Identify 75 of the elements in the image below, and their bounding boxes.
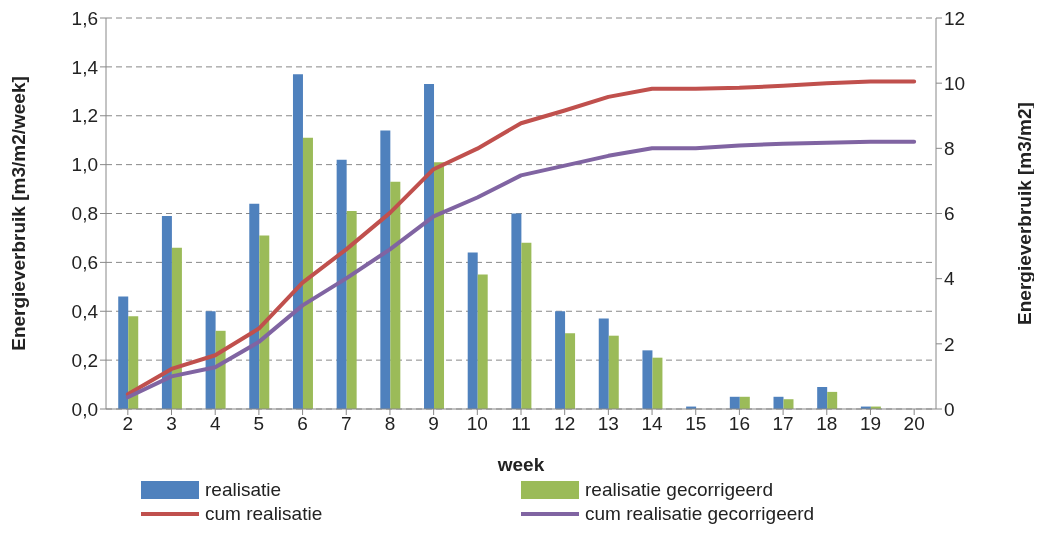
x-tick-label: 4 — [209, 413, 221, 435]
line-series — [125, 139, 917, 400]
y2-tick-label: 4 — [944, 268, 955, 290]
y-tick-label: 0,0 — [71, 398, 98, 420]
y2-tick-label: 8 — [944, 138, 955, 160]
line-series — [125, 79, 917, 397]
bar — [652, 357, 663, 409]
bar — [598, 318, 609, 409]
x-tick-label: 9 — [428, 413, 439, 435]
y2-tick-label: 12 — [944, 7, 966, 29]
bar — [336, 159, 347, 409]
x-tick-label: 3 — [166, 413, 177, 435]
bar — [642, 350, 653, 409]
y2-tick-label: 0 — [944, 398, 955, 420]
x-tick-label: 11 — [511, 413, 531, 435]
bar — [608, 335, 619, 409]
bar — [511, 213, 522, 409]
bar — [118, 296, 129, 409]
x-tick-label: 19 — [859, 413, 882, 435]
bar — [565, 333, 576, 409]
y-tick-label: 0,8 — [71, 203, 98, 225]
x-tick-label: 14 — [641, 413, 664, 435]
bar — [827, 391, 838, 409]
x-tick-label: 6 — [297, 413, 308, 435]
bar — [729, 396, 740, 409]
bar — [555, 311, 566, 409]
y-tick-label: 1,4 — [71, 56, 99, 78]
y2-tick-label: 6 — [944, 203, 955, 225]
x-tick-label: 5 — [253, 413, 265, 435]
legend-label: realisatie — [205, 479, 282, 501]
bar — [477, 274, 488, 409]
bar — [739, 396, 750, 409]
bar — [467, 252, 478, 409]
bar — [161, 215, 172, 409]
bar — [817, 387, 828, 409]
bar — [259, 235, 270, 409]
y-tick-label: 0,6 — [71, 252, 98, 274]
bar — [773, 396, 784, 409]
x-tick-label: 7 — [340, 413, 352, 435]
x-tick-label: 20 — [903, 413, 925, 435]
bar — [424, 83, 435, 409]
bar — [346, 211, 357, 409]
legend-label: realisatie gecorrigeerd — [585, 479, 773, 501]
x-axis-title: week — [496, 454, 545, 475]
y-tick-label: 0,2 — [71, 349, 98, 371]
y2-axis-title: Energieverbruik [m3/m2] — [1013, 102, 1035, 325]
bar — [292, 74, 303, 409]
y2-tick-label: 10 — [944, 72, 966, 94]
x-tick-label: 16 — [728, 413, 750, 435]
x-tick-label: 18 — [816, 413, 838, 435]
bar — [783, 399, 794, 409]
bar — [249, 203, 260, 409]
y-tick-label: 0,4 — [71, 300, 99, 322]
bar — [521, 242, 532, 409]
bar — [205, 311, 216, 409]
y-tick-label: 1,0 — [71, 154, 98, 176]
bar — [171, 247, 182, 409]
bar — [390, 181, 401, 409]
bar — [302, 137, 313, 409]
x-tick-label: 10 — [466, 413, 488, 435]
bar — [434, 162, 445, 409]
bar — [128, 316, 139, 409]
x-tick-label: 2 — [122, 413, 134, 435]
legend-label: cum realisatie gecorrigeerd — [585, 503, 815, 525]
legend-label: cum realisatie — [205, 503, 323, 525]
y-axis-title: Energieverbruik [m3/m2/week] — [7, 76, 29, 351]
x-tick-label: 13 — [597, 413, 619, 435]
x-tick-label: 17 — [772, 413, 794, 435]
y2-tick-label: 2 — [944, 333, 955, 355]
x-tick-label: 12 — [554, 413, 576, 435]
x-tick-label: 15 — [685, 413, 707, 435]
x-tick-label: 8 — [384, 413, 396, 435]
y-tick-label: 1,6 — [71, 7, 98, 29]
bar — [380, 130, 391, 409]
y-tick-label: 1,2 — [71, 105, 98, 127]
